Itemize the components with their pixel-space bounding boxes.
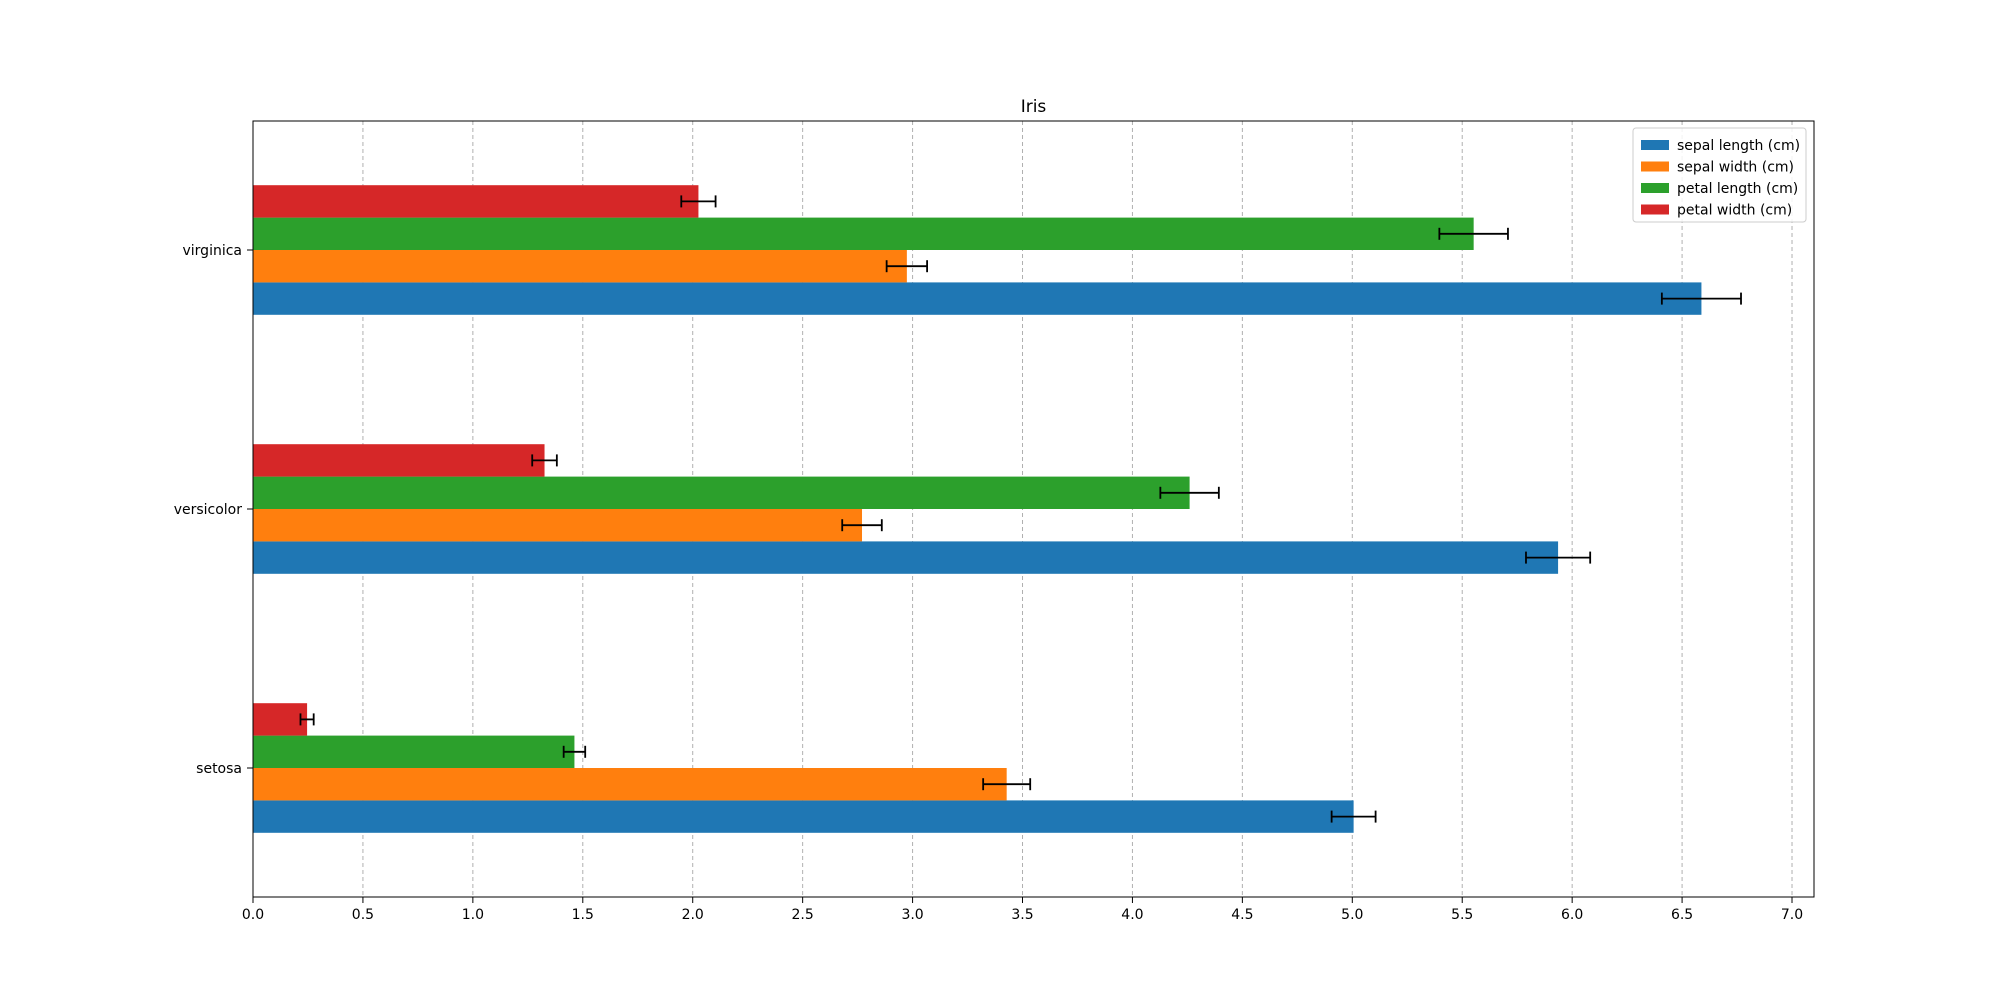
x-tick-label: 1.0 bbox=[462, 907, 484, 923]
error-bar-versicolor-0 bbox=[1525, 551, 1592, 564]
bar-virginica-3 bbox=[253, 185, 699, 218]
legend-swatch-1 bbox=[1641, 161, 1669, 172]
x-tick-label: 5.0 bbox=[1341, 907, 1363, 923]
error-bar-versicolor-2 bbox=[1159, 486, 1220, 499]
error-bar-virginica-2 bbox=[1438, 227, 1509, 240]
bar-versicolor-3 bbox=[253, 444, 545, 477]
x-axis-ticks: 0.0 0.5 1.0 1.5 2.0 2.5 3.0 3.5 4.0 4.5 5.0 5.5 6.0 6… bbox=[242, 897, 1803, 923]
x-tick-label: 5.5 bbox=[1451, 907, 1473, 923]
error-bar-setosa-1 bbox=[982, 778, 1032, 791]
legend-box bbox=[1632, 127, 1807, 223]
error-bar-versicolor-1 bbox=[841, 519, 883, 532]
error-bar-setosa-0 bbox=[1330, 810, 1377, 823]
bar-setosa-1 bbox=[253, 768, 1007, 801]
error-bar-virginica-0 bbox=[1660, 292, 1742, 305]
x-tick-label: 1.5 bbox=[572, 907, 594, 923]
bar-setosa-2 bbox=[253, 735, 575, 768]
error-bar-versicolor-3 bbox=[531, 454, 558, 467]
x-tick-label: 2.0 bbox=[682, 907, 704, 923]
error-bar-virginica-3 bbox=[680, 195, 717, 208]
x-tick-label: 3.5 bbox=[1011, 907, 1033, 923]
error-bar-setosa-3 bbox=[299, 713, 315, 726]
error-bar-virginica-1 bbox=[885, 260, 928, 273]
error-bar-setosa-2 bbox=[562, 745, 587, 758]
x-tick-label: 3.0 bbox=[901, 907, 923, 923]
legend-swatch-2 bbox=[1641, 183, 1669, 193]
y-tick-label-versicolor: versicolor bbox=[174, 502, 243, 518]
bar-versicolor-1 bbox=[253, 509, 863, 542]
x-tick-label: 4.5 bbox=[1231, 907, 1253, 923]
x-tick-label: 7.0 bbox=[1781, 907, 1803, 923]
y-tick-label-setosa: setosa bbox=[196, 761, 242, 777]
error-bars bbox=[299, 195, 1742, 823]
bar-versicolor-0 bbox=[253, 541, 1559, 574]
x-tick-label: 6.0 bbox=[1561, 907, 1583, 923]
legend-label-1: sepal width (cm) bbox=[1677, 160, 1794, 176]
legend-label-0: sepal length (cm) bbox=[1677, 138, 1800, 154]
legend-swatch-3 bbox=[1641, 204, 1669, 215]
bars bbox=[253, 185, 1702, 833]
y-tick-label-virginica: virginica bbox=[183, 243, 243, 259]
bar-virginica-0 bbox=[253, 282, 1702, 315]
x-tick-label: 0.0 bbox=[242, 907, 264, 923]
chart-title: Iris bbox=[1021, 97, 1047, 117]
bar-setosa-0 bbox=[253, 800, 1354, 833]
legend-label-3: petal width (cm) bbox=[1677, 203, 1792, 219]
bar-virginica-2 bbox=[253, 217, 1474, 250]
x-tick-label: 4.0 bbox=[1121, 907, 1143, 923]
bar-versicolor-2 bbox=[253, 476, 1190, 509]
bar-setosa-3 bbox=[253, 703, 308, 736]
legend-swatch-0 bbox=[1641, 140, 1669, 150]
legend: sepal length (cm) sepal width (cm) petal l… bbox=[1632, 127, 1807, 223]
y-axis-ticks: setosa versicolor virginica bbox=[174, 243, 253, 777]
x-tick-label: 0.5 bbox=[352, 907, 374, 923]
legend-label-2: petal length (cm) bbox=[1677, 181, 1798, 197]
x-tick-label: 6.5 bbox=[1671, 907, 1693, 923]
x-tick-label: 2.5 bbox=[792, 907, 814, 923]
bar-virginica-1 bbox=[253, 250, 907, 283]
